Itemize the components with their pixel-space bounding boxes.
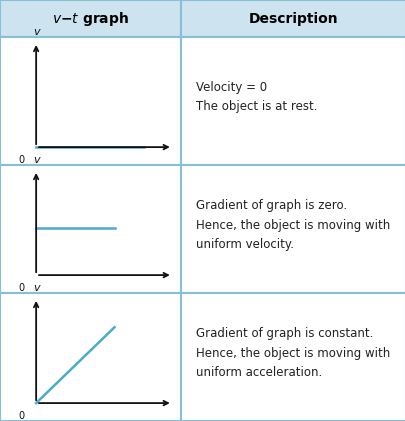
Text: Gradient of graph is constant.
Hence, the object is moving with
uniform accelera: Gradient of graph is constant. Hence, th… bbox=[196, 327, 390, 379]
Text: t: t bbox=[179, 142, 183, 152]
Text: Description: Description bbox=[248, 11, 337, 26]
Text: 0: 0 bbox=[18, 283, 24, 293]
Text: Velocity = 0
The object is at rest.: Velocity = 0 The object is at rest. bbox=[196, 81, 317, 113]
Text: t: t bbox=[179, 398, 183, 408]
Text: t: t bbox=[179, 270, 183, 280]
Text: v: v bbox=[33, 283, 39, 293]
Text: 0: 0 bbox=[18, 411, 24, 421]
Text: 0: 0 bbox=[18, 155, 24, 165]
Text: v: v bbox=[33, 27, 39, 37]
Text: v: v bbox=[33, 155, 39, 165]
Text: $\it{v}$$\mathbf{-}$$\it{t}$ $\mathbf{graph}$: $\it{v}$$\mathbf{-}$$\it{t}$ $\mathbf{gr… bbox=[52, 10, 128, 27]
Text: Gradient of graph is zero.
Hence, the object is moving with
uniform velocity.: Gradient of graph is zero. Hence, the ob… bbox=[196, 199, 390, 251]
